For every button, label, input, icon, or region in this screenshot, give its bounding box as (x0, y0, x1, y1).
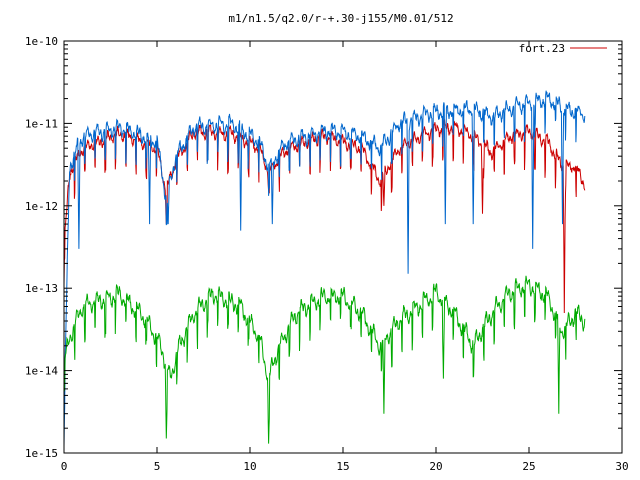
x-tick-label: 30 (615, 460, 628, 473)
series-line-1 (63, 90, 586, 447)
x-tick-label: 0 (61, 460, 68, 473)
legend: fort.23 (519, 42, 607, 55)
chart-title: m1/n1.5/q2.0/r-+.30-j155/M0.01/512 (228, 12, 453, 25)
y-tick-label: 1e-11 (25, 117, 58, 130)
plot-frame (63, 40, 623, 454)
x-tick-label: 20 (429, 460, 442, 473)
y-tick-label: 1e-12 (25, 200, 58, 213)
axes-layer: 0 5 10 15 20 25 30 1e-15 1e-14 1e-13 1e-12 1e-11 1e-… (25, 35, 629, 473)
x-tick-label: 15 (336, 460, 349, 473)
x-tick-label: 5 (154, 460, 161, 473)
y-tick-label: 1e-13 (25, 282, 58, 295)
y-tick-label: 1e-14 (25, 365, 58, 378)
y-tick-label: 1e-15 (25, 447, 58, 460)
series-line-2 (63, 275, 586, 444)
x-tick-label: 10 (243, 460, 256, 473)
series-layer (63, 90, 586, 447)
series-line-0 (63, 119, 586, 314)
legend-label: fort.23 (519, 42, 565, 55)
x-tick-label: 25 (522, 460, 535, 473)
y-tick-label: 1e-10 (25, 35, 58, 48)
